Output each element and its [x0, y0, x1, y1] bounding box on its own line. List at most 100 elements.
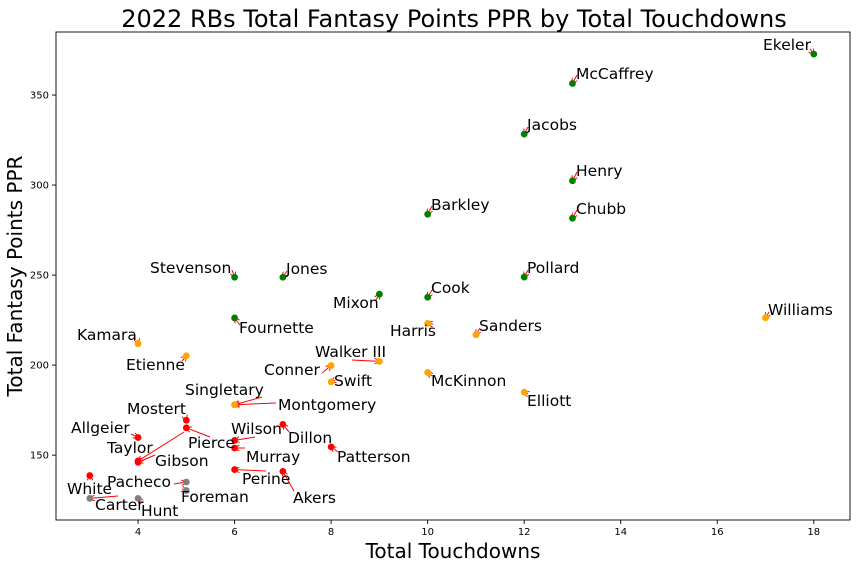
x-tick-label: 14	[614, 527, 627, 538]
x-tick-label: 12	[518, 527, 531, 538]
arrow-montgomery	[235, 403, 277, 405]
point-patterson	[327, 443, 335, 451]
label-cook: Cook	[431, 279, 470, 297]
label-mixon: Mixon	[333, 294, 379, 312]
point-mccaffrey	[569, 80, 576, 87]
label-singletary: Singletary	[185, 381, 264, 399]
point-fournette	[231, 314, 238, 322]
point-dillon	[279, 420, 287, 428]
label-mccaffrey: McCaffrey	[576, 65, 654, 83]
label-taylor: Taylor	[106, 439, 153, 457]
label-mckinnon: McKinnon	[431, 372, 506, 390]
label-pollard: Pollard	[527, 259, 579, 277]
label-montgomery: Montgomery	[278, 396, 376, 414]
point-wilson	[231, 437, 238, 444]
label-wilson: Wilson	[231, 420, 282, 438]
label-carter: Carter	[95, 496, 144, 514]
point-swift	[327, 378, 335, 386]
label-henry: Henry	[576, 162, 623, 180]
point-labels: Ekeler McCaffrey Jacobs Henry Barkley Chubb St…	[67, 36, 833, 520]
point-mixon	[375, 290, 383, 298]
y-tick-label: 200	[30, 361, 49, 372]
y-tick-label: 350	[30, 91, 49, 102]
point-kamara	[134, 340, 142, 348]
y-axis-label: Total Fantasy Points PPR	[3, 155, 27, 397]
label-patterson: Patterson	[337, 448, 411, 466]
y-tick-label: 250	[30, 271, 49, 282]
point-hunt	[134, 494, 142, 502]
point-carter	[86, 494, 94, 502]
label-swift: Swift	[334, 372, 372, 390]
x-tick-label: 4	[135, 527, 141, 538]
point-elliott	[520, 388, 528, 396]
data-points	[86, 50, 818, 502]
point-perine	[231, 466, 238, 473]
label-harris: Harris	[390, 322, 436, 340]
point-gibson	[134, 458, 142, 466]
arrow-perine	[235, 470, 267, 471]
point-foreman	[182, 487, 190, 494]
point-montgomery	[231, 401, 238, 409]
label-etienne: Etienne	[126, 356, 185, 374]
point-barkley	[424, 210, 432, 218]
arrow-taylor	[138, 431, 185, 461]
label-jacobs: Jacobs	[526, 116, 577, 134]
point-cook	[424, 293, 432, 301]
point-mckinnon	[424, 369, 432, 376]
x-tick-label: 10	[421, 527, 434, 538]
label-stevenson: Stevenson	[150, 259, 231, 277]
point-allgeier	[134, 434, 142, 441]
x-axis-label: Total Touchdowns	[365, 539, 541, 563]
label-foreman: Foreman	[181, 488, 249, 506]
label-perine: Perine	[242, 470, 290, 488]
chart-title: 2022 RBs Total Fantasy Points PPR by Tot…	[121, 5, 787, 33]
point-walker-iii	[375, 357, 383, 365]
plot-area	[55, 31, 851, 521]
label-white: White	[67, 480, 112, 498]
label-murray: Murray	[246, 448, 300, 466]
label-fournette: Fournette	[239, 319, 314, 337]
label-walker-iii: Walker III	[315, 343, 386, 361]
label-ekeler: Ekeler	[763, 36, 812, 54]
point-murray	[231, 444, 238, 452]
arrow-akers	[283, 471, 295, 492]
label-mostert: Mostert	[127, 400, 186, 418]
point-harris	[424, 319, 432, 327]
label-pacheco: Pacheco	[107, 473, 171, 491]
arrow-walker-iii	[351, 360, 379, 361]
point-stevenson	[231, 273, 238, 281]
point-chubb	[569, 214, 576, 222]
point-etienne	[182, 352, 190, 360]
point-jones	[279, 273, 287, 281]
point-mostert	[182, 416, 190, 424]
point-williams	[762, 314, 769, 322]
arrow-wilson	[235, 436, 256, 440]
label-pierce: Pierce	[188, 434, 235, 452]
x-tick-label: 18	[807, 527, 820, 538]
point-henry	[569, 177, 576, 185]
point-ekeler	[810, 50, 818, 58]
x-tick-label: 16	[711, 527, 724, 538]
axis-ticks: 4 6 8 10 12 14 16 18 150 200 250 300 350	[30, 91, 820, 538]
label-sanders: Sanders	[479, 317, 542, 335]
y-tick-label: 300	[30, 181, 49, 192]
arrow-carter	[90, 496, 119, 498]
point-pacheco	[182, 478, 190, 486]
y-tick-label: 150	[30, 451, 49, 462]
label-hunt: Hunt	[141, 502, 178, 520]
label-akers: Akers	[293, 489, 336, 507]
x-tick-label: 8	[328, 527, 334, 538]
label-jones: Jones	[285, 260, 328, 278]
arrow-pierce	[186, 428, 211, 438]
label-elliott: Elliott	[527, 392, 571, 410]
point-conner	[327, 362, 335, 369]
label-conner: Conner	[264, 361, 320, 379]
label-chubb: Chubb	[576, 200, 626, 218]
label-dillon: Dillon	[288, 429, 332, 447]
label-kamara: Kamara	[77, 326, 137, 344]
label-barkley: Barkley	[431, 196, 490, 214]
point-pollard	[520, 273, 528, 281]
label-allgeier: Allgeier	[71, 419, 130, 437]
point-white	[86, 472, 94, 479]
